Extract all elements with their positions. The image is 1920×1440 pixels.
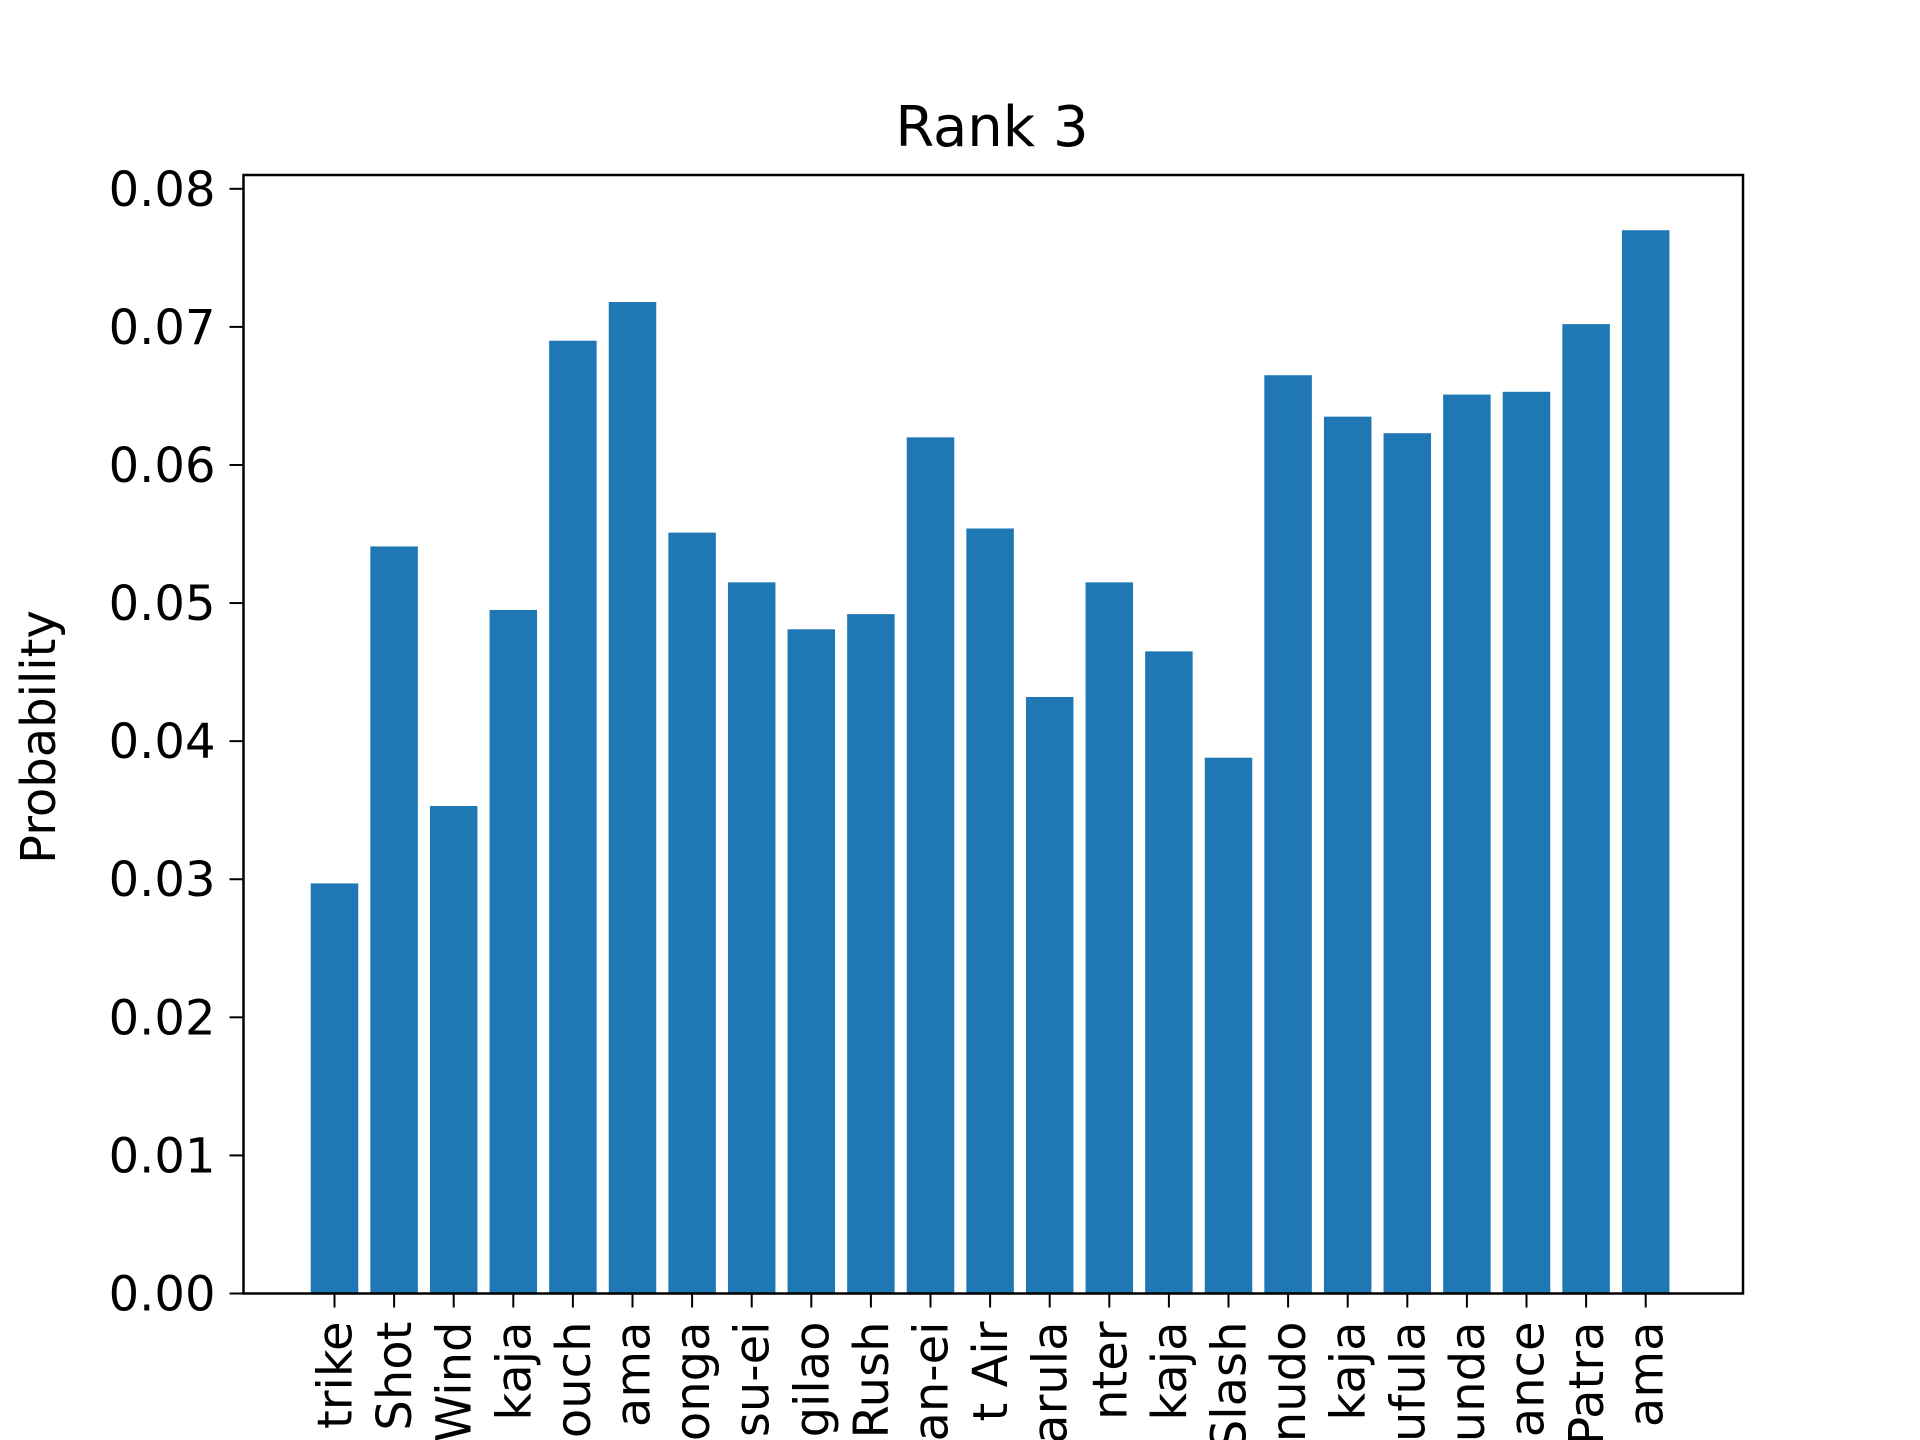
x-tick-label: an-ei: [904, 1322, 960, 1440]
x-tick-label: Shot: [367, 1322, 423, 1431]
bar-series: [310, 230, 1670, 1294]
bar: [608, 302, 657, 1294]
y-tick-label: 0.04: [109, 714, 216, 770]
y-tick-label: 0.01: [109, 1128, 216, 1184]
x-tick-label: ance: [1500, 1322, 1556, 1438]
y-tick-label: 0.07: [109, 300, 216, 356]
bar: [489, 609, 538, 1294]
x-tick-label: Patra: [1559, 1322, 1615, 1440]
bar: [370, 546, 418, 1294]
x-tick-label: arula: [1023, 1322, 1079, 1440]
x-tick-label: kaja: [1321, 1322, 1377, 1421]
x-tick-label: Slash: [1202, 1322, 1258, 1440]
x-tick-label: Wind: [427, 1322, 483, 1440]
y-tick-label: 0.05: [109, 576, 216, 632]
bar: [310, 883, 359, 1294]
bar: [847, 614, 895, 1294]
bar: [966, 528, 1014, 1294]
y-axis-label: Probability: [11, 610, 67, 864]
chart-title: Rank 3: [895, 95, 1088, 160]
y-tick-label: 0.02: [109, 990, 216, 1046]
y-tick-label: 0.06: [109, 438, 216, 494]
x-tick-label: ufula: [1380, 1322, 1436, 1440]
bar: [1264, 375, 1312, 1294]
bar: [1025, 696, 1074, 1294]
y-axis: 0.00 0.01 0.02 0.03 0.04 0.05 0.06 0.07 0.08: [109, 162, 244, 1323]
bar: [1502, 391, 1551, 1294]
x-tick-label: Rush: [844, 1322, 900, 1439]
bar: [549, 340, 597, 1294]
x-tick-label: nter: [1082, 1321, 1138, 1420]
x-tick-label: kaja: [1142, 1322, 1198, 1421]
bar: [1085, 582, 1134, 1294]
y-tick-label: 0.03: [109, 852, 216, 908]
bar: [1383, 433, 1432, 1294]
x-tick-label: ama: [606, 1322, 662, 1428]
bar: [727, 582, 776, 1294]
x-tick-label: ama: [1619, 1322, 1675, 1428]
y-tick-label: 0.00: [109, 1267, 216, 1323]
bar: [906, 437, 955, 1294]
x-tick-label: su-ei: [725, 1322, 781, 1438]
x-axis: trike Shot Wind kaja ouch ama onga su-ei gilao Ru…: [308, 1293, 1675, 1440]
x-tick-label: unda: [1440, 1322, 1496, 1440]
x-tick-label: ouch: [546, 1322, 602, 1439]
bar: [1145, 651, 1193, 1294]
bar: [1443, 394, 1491, 1294]
bar: [1323, 416, 1372, 1294]
x-tick-label: kaja: [486, 1322, 542, 1421]
bar: [1204, 757, 1253, 1294]
x-tick-label: t Air: [963, 1321, 1019, 1421]
bar: [1562, 324, 1610, 1294]
bar: [787, 629, 836, 1294]
x-tick-label: nudo: [1261, 1322, 1317, 1440]
x-tick-label: onga: [665, 1322, 721, 1440]
bar: [429, 806, 478, 1294]
x-tick-label: gilao: [784, 1322, 840, 1438]
y-tick-label: 0.08: [109, 162, 216, 218]
bar: [668, 532, 716, 1294]
plot-frame: [242, 173, 1745, 1295]
x-tick-label: trike: [308, 1322, 364, 1430]
bar: [1621, 230, 1670, 1294]
